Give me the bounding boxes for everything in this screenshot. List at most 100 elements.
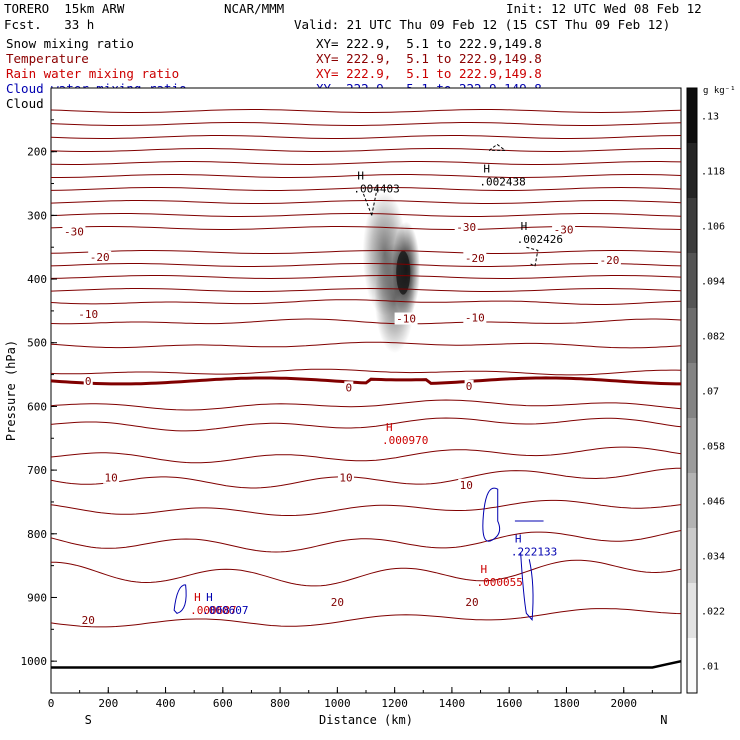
y-tick-label: 200 bbox=[27, 146, 47, 159]
temperature-contour bbox=[51, 135, 681, 139]
temperature-contour-label: 0 bbox=[466, 380, 473, 393]
contour-label-background bbox=[394, 312, 418, 325]
contour-label-background bbox=[458, 478, 475, 491]
y-tick-label: 300 bbox=[27, 209, 47, 222]
colorbar-segment bbox=[687, 308, 697, 363]
x-tick-label: 0 bbox=[48, 697, 55, 710]
colorbar-label: .022 bbox=[701, 607, 725, 618]
temperature-contour-label: 10 bbox=[105, 472, 118, 485]
colorbar-label: .106 bbox=[701, 222, 725, 233]
x-tick-label: 2000 bbox=[610, 697, 637, 710]
contour-label-background bbox=[329, 595, 346, 608]
plot-frame bbox=[50, 87, 682, 694]
y-tick-label: 900 bbox=[27, 591, 47, 604]
colorbar-segment bbox=[687, 638, 697, 693]
contour-label-background bbox=[454, 220, 478, 233]
temperature-contour bbox=[51, 446, 681, 464]
cloud-ice-contour bbox=[362, 186, 378, 216]
temperature-contour-label: 20 bbox=[465, 596, 478, 609]
temperature-contour-label: -30 bbox=[64, 225, 84, 238]
temperature-contour bbox=[51, 226, 681, 230]
terrain-surface bbox=[51, 659, 681, 669]
y-tick-label: 1000 bbox=[21, 655, 48, 668]
temperature-contour bbox=[51, 122, 681, 126]
temperature-contour bbox=[51, 109, 681, 114]
contour-label-background bbox=[552, 223, 576, 236]
extremum-high-letter: H bbox=[206, 591, 213, 604]
south-end-label: S bbox=[85, 713, 92, 727]
temperature-contour bbox=[51, 174, 681, 178]
colorbar-frame bbox=[686, 87, 698, 694]
colorbar-segment bbox=[687, 583, 697, 638]
legend-cross-section-coords: XY= 222.9, 5.1 to 222.9,149.8 bbox=[316, 66, 542, 81]
colorbar-unit: g kg⁻¹ bbox=[703, 86, 736, 96]
x-tick-label: 1200 bbox=[381, 697, 408, 710]
extremum-value: .000970 bbox=[382, 434, 428, 447]
temperature-contour bbox=[51, 318, 681, 325]
extremum-value: .000687 bbox=[190, 604, 236, 617]
legend-label: Rain water mixing ratio bbox=[6, 66, 180, 81]
x-tick-label: 1600 bbox=[496, 697, 523, 710]
contour-label-background bbox=[88, 250, 112, 263]
cloud-water-contour bbox=[482, 487, 501, 542]
temperature-contour-label: 0 bbox=[346, 381, 353, 394]
plot-content bbox=[51, 109, 681, 669]
temperature-contour-label: -10 bbox=[78, 308, 98, 321]
temperature-contour bbox=[51, 417, 681, 432]
contour-label-background bbox=[463, 595, 480, 608]
contour-label-background bbox=[463, 252, 487, 265]
contour-label-background bbox=[463, 311, 487, 324]
north-end-label: N bbox=[660, 713, 667, 727]
temperature-contour bbox=[51, 499, 681, 516]
temperature-contour bbox=[51, 341, 681, 349]
colorbar-label: .058 bbox=[701, 442, 725, 453]
colorbar-label: .082 bbox=[701, 332, 725, 343]
contour-label-background bbox=[80, 613, 97, 626]
temperature-contour bbox=[51, 287, 681, 292]
temperature-contour-label: 20 bbox=[331, 596, 344, 609]
contour-label-background bbox=[464, 380, 474, 393]
x-tick-label: 1000 bbox=[324, 697, 351, 710]
contour-label-background bbox=[344, 381, 354, 394]
snow-maximum bbox=[396, 250, 411, 295]
temperature-contour-label: 10 bbox=[339, 472, 352, 485]
colorbar-label: .034 bbox=[701, 552, 725, 563]
legend-cross-section-coords: XY= 222.9, 5.1 to 222.9,149.8 bbox=[316, 36, 542, 51]
cloud-water-contour bbox=[173, 584, 187, 614]
temperature-contour-label: -20 bbox=[599, 254, 619, 267]
legend-cross-section-coords: XY= 222.9, 5.1 to 222.9,149.8 bbox=[316, 51, 542, 66]
colorbar-segment bbox=[687, 198, 697, 253]
contour-label-background bbox=[337, 471, 354, 484]
x-axis-title: Distance (km) bbox=[319, 713, 413, 727]
cloud-ice-contour bbox=[526, 246, 539, 268]
contour-label-background bbox=[597, 253, 621, 266]
temperature-contour-label: -10 bbox=[465, 311, 485, 324]
y-tick-label: 800 bbox=[27, 528, 47, 541]
colorbar-segment bbox=[687, 88, 697, 143]
temperature-contour bbox=[51, 186, 681, 191]
extremum-value: .002438 bbox=[479, 176, 525, 189]
x-tick-label: 800 bbox=[270, 697, 290, 710]
temperature-contour-label: -30 bbox=[456, 221, 476, 234]
legend-label: Temperature bbox=[6, 51, 89, 66]
temperature-contour bbox=[51, 368, 681, 376]
forecast-hour: Fcst. 33 h bbox=[4, 17, 95, 32]
contour-label-background bbox=[103, 471, 120, 484]
temperature-contour-label: -20 bbox=[465, 252, 485, 265]
temperature-contour bbox=[51, 161, 681, 165]
contour-label-background bbox=[83, 374, 93, 387]
colorbar-segment bbox=[687, 473, 697, 528]
temperature-contour bbox=[51, 467, 681, 489]
extremum-value: .002426 bbox=[517, 233, 563, 246]
x-tick-label: 1800 bbox=[553, 697, 580, 710]
extremum-high-letter: H bbox=[483, 163, 490, 176]
model-title: TORERO 15km ARW bbox=[4, 1, 125, 16]
contour-label-background bbox=[76, 308, 100, 321]
y-tick-label: 400 bbox=[27, 273, 47, 286]
temperature-contour bbox=[51, 399, 681, 411]
colorbar-segment bbox=[687, 363, 697, 418]
temperature-contour-label: -10 bbox=[396, 313, 416, 326]
x-tick-label: 200 bbox=[98, 697, 118, 710]
colorbar-label: .13 bbox=[701, 112, 719, 123]
